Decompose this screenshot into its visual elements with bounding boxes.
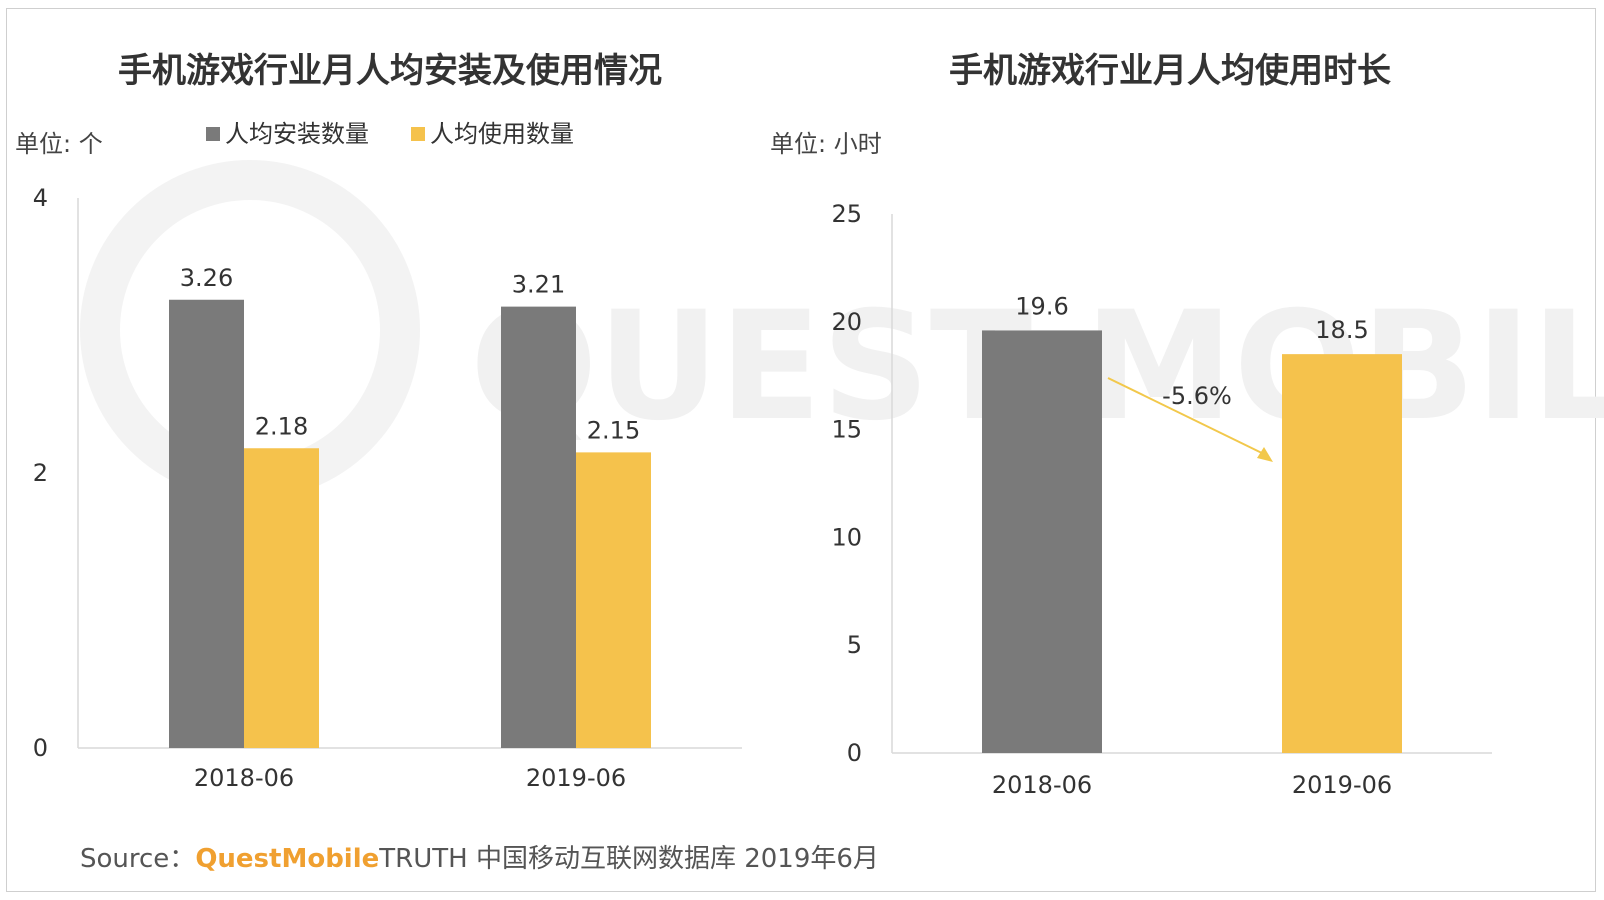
source-rest: TRUTH 中国移动互联网数据库 2019年6月	[379, 844, 879, 874]
chart2-x-tick-label: 2018-06	[992, 771, 1092, 799]
chart2-data-label: 18.5	[1315, 316, 1368, 344]
chart2-title: 手机游戏行业月人均使用时长	[949, 51, 1391, 91]
chart2-y-tick-label: 5	[847, 631, 862, 659]
chart2-bar	[982, 330, 1102, 753]
change-percent-label: -5.6%	[1162, 382, 1232, 410]
chart1-bar-usage	[244, 448, 319, 748]
chart-frame	[6, 8, 1596, 892]
chart1-y-tick-label: 2	[33, 459, 48, 487]
legend-swatch-install	[206, 127, 220, 141]
chart2-y-tick-label: 15	[831, 416, 862, 444]
chart1-data-label: 3.26	[180, 264, 233, 292]
chart1-bar-install	[169, 299, 244, 748]
chart1-legend: 人均安装数量 人均使用数量	[206, 120, 574, 148]
source-note: Source：QuestMobileTRUTH 中国移动互联网数据库 2019年…	[80, 838, 879, 875]
chart2-y-tick-label: 0	[847, 739, 862, 767]
chart1-data-label: 2.15	[587, 416, 640, 444]
chart2-bar	[1282, 354, 1402, 753]
chart1-bar-usage	[576, 452, 651, 748]
chart1-bar-install	[501, 306, 576, 748]
chart1-data-label: 2.18	[255, 412, 308, 440]
source-brand: QuestMobile	[195, 844, 380, 874]
chart2-axes: 0 5 10 15 20 25 2018-06 2019-06	[831, 200, 1492, 799]
chart2-y-tick-label: 20	[831, 308, 862, 336]
source-prefix: Source：	[80, 844, 196, 874]
legend-swatch-usage	[411, 127, 425, 141]
legend-label-install: 人均安装数量	[225, 120, 369, 148]
chart2-change-annotation: -5.6%	[1107, 377, 1273, 462]
chart2-y-tick-label: 10	[831, 523, 862, 551]
chart1-x-tick-label: 2019-06	[526, 764, 626, 792]
chart2-y-tick-label: 25	[831, 200, 862, 228]
change-arrow-head	[1257, 447, 1273, 462]
chart1-data-label: 3.21	[512, 271, 565, 299]
chart2-unit-label: 单位: 小时	[770, 130, 882, 158]
legend-label-usage: 人均使用数量	[430, 120, 574, 148]
chart1-y-tick-label: 0	[33, 734, 48, 762]
chart1-unit-label: 单位: 个	[15, 130, 103, 158]
chart1-title: 手机游戏行业月人均安装及使用情况	[118, 51, 662, 91]
chart2-data-label: 19.6	[1015, 292, 1068, 320]
watermark-ring	[80, 160, 420, 500]
chart2-bars: 19.6 18.5	[982, 292, 1402, 753]
chart1-x-tick-label: 2018-06	[194, 764, 294, 792]
chart1-y-tick-label: 4	[33, 184, 48, 212]
change-arrow-line	[1107, 377, 1269, 457]
chart1-bars: 3.26 2.18 3.21 2.15	[169, 264, 651, 748]
chart-install-usage: 手机游戏行业月人均安装及使用情况 单位: 个 人均安装数量 人均使用数量 0 2 4…	[15, 51, 742, 792]
chart-usage-duration: 手机游戏行业月人均使用时长 单位: 小时 0 5 10 15 20 25 2018-06 20…	[770, 51, 1492, 799]
chart2-x-tick-label: 2019-06	[1292, 771, 1392, 799]
